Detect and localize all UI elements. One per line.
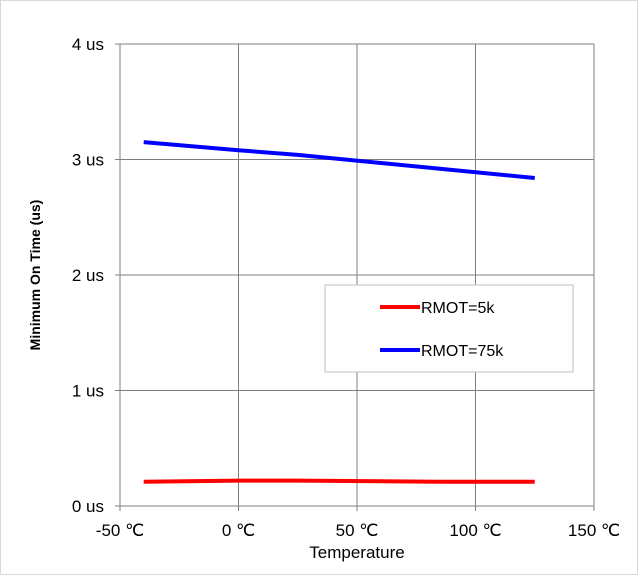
x-tick-label: -50 ℃ xyxy=(96,521,144,540)
y-tick-label: 1 us xyxy=(72,382,104,401)
legend: RMOT=5k RMOT=75k xyxy=(324,284,574,373)
x-tick-labels: -50 ℃ 0 ℃ 50 ℃ 100 ℃ 150 ℃ xyxy=(96,521,620,540)
axes xyxy=(115,43,595,511)
series-line-rmot-5k xyxy=(143,478,535,484)
x-tick-label: 100 ℃ xyxy=(449,521,501,540)
x-tick-label: 0 ℃ xyxy=(222,521,255,540)
y-tick-label: 2 us xyxy=(72,266,104,285)
series-line-rmot-75k xyxy=(143,140,535,180)
legend-box xyxy=(324,284,574,373)
y-tick-label: 0 us xyxy=(72,497,104,516)
x-tick-label: 50 ℃ xyxy=(336,521,379,540)
y-axis-title: Minimum On Time (us) xyxy=(27,200,43,351)
y-tick-label: 3 us xyxy=(72,151,104,170)
x-tick-label: 150 ℃ xyxy=(568,521,620,540)
legend-label: RMOT=5k xyxy=(421,300,495,317)
y-tick-label: 4 us xyxy=(72,35,104,54)
series-lines xyxy=(143,140,535,484)
y-tick-labels: 0 us 1 us 2 us 3 us 4 us xyxy=(72,35,104,516)
legend-label: RMOT=75k xyxy=(421,343,504,360)
x-axis-title: Temperature xyxy=(309,543,404,562)
